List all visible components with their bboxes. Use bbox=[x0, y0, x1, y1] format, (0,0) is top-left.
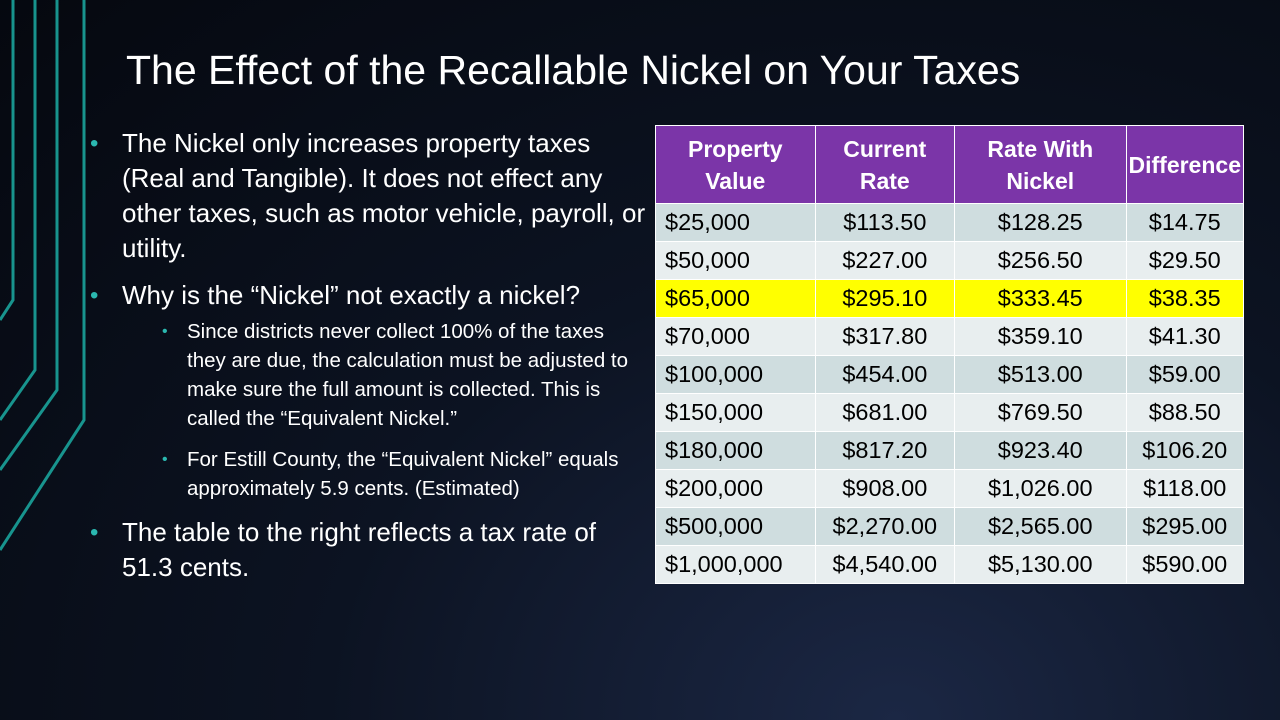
table-row: $70,000 $317.80 $359.10 $41.30 bbox=[655, 317, 1244, 356]
bullet-nickel-question-text: Why is the “Nickel” not exactly a nickel… bbox=[122, 280, 581, 310]
header-property-value: Property Value bbox=[655, 125, 816, 204]
cell-rate-with-nickel: $359.10 bbox=[954, 317, 1127, 356]
cell-rate-with-nickel: $5,130.00 bbox=[954, 545, 1127, 584]
cell-rate-with-nickel: $923.40 bbox=[954, 431, 1127, 470]
cell-difference: $590.00 bbox=[1125, 545, 1244, 584]
table-row-highlighted: $65,000 $295.10 $333.45 $38.35 bbox=[655, 279, 1244, 318]
decorative-lines bbox=[0, 0, 86, 551]
cell-current-rate: $817.20 bbox=[814, 431, 956, 470]
cell-property-value: $25,000 bbox=[655, 203, 816, 242]
bullet-nickel-question: Why is the “Nickel” not exactly a nickel… bbox=[88, 278, 648, 503]
cell-difference: $41.30 bbox=[1125, 317, 1244, 356]
table-row: $100,000 $454.00 $513.00 $59.00 bbox=[655, 355, 1244, 394]
cell-property-value: $180,000 bbox=[655, 431, 816, 470]
cell-property-value: $65,000 bbox=[655, 279, 816, 318]
cell-property-value: $1,000,000 bbox=[655, 545, 816, 584]
cell-current-rate: $295.10 bbox=[814, 279, 956, 318]
cell-rate-with-nickel: $2,565.00 bbox=[954, 507, 1127, 546]
cell-rate-with-nickel: $128.25 bbox=[954, 203, 1127, 242]
bullet-property-taxes: The Nickel only increases property taxes… bbox=[88, 126, 648, 266]
cell-property-value: $50,000 bbox=[655, 241, 816, 280]
bullet-list: The Nickel only increases property taxes… bbox=[88, 126, 648, 597]
table-header-row: Property Value Current Rate Rate With Ni… bbox=[655, 125, 1244, 204]
header-difference: Difference bbox=[1125, 125, 1244, 204]
cell-difference: $29.50 bbox=[1125, 241, 1244, 280]
header-current-rate: Current Rate bbox=[814, 125, 956, 204]
cell-current-rate: $317.80 bbox=[814, 317, 956, 356]
cell-current-rate: $908.00 bbox=[814, 469, 956, 508]
cell-rate-with-nickel: $256.50 bbox=[954, 241, 1127, 280]
table-row: $1,000,000 $4,540.00 $5,130.00 $590.00 bbox=[655, 545, 1244, 584]
cell-rate-with-nickel: $333.45 bbox=[954, 279, 1127, 318]
sub-bullet-estill-county: For Estill County, the “Equivalent Nicke… bbox=[122, 445, 648, 503]
cell-current-rate: $4,540.00 bbox=[814, 545, 956, 584]
cell-difference: $88.50 bbox=[1125, 393, 1244, 432]
cell-current-rate: $2,270.00 bbox=[814, 507, 956, 546]
table-row: $200,000 $908.00 $1,026.00 $118.00 bbox=[655, 469, 1244, 508]
table-row: $25,000 $113.50 $128.25 $14.75 bbox=[655, 203, 1244, 242]
cell-difference: $106.20 bbox=[1125, 431, 1244, 470]
cell-difference: $295.00 bbox=[1125, 507, 1244, 546]
sub-bullet-collection: Since districts never collect 100% of th… bbox=[122, 317, 648, 433]
header-rate-with-nickel: Rate With Nickel bbox=[954, 125, 1127, 204]
cell-difference: $59.00 bbox=[1125, 355, 1244, 394]
cell-current-rate: $454.00 bbox=[814, 355, 956, 394]
table-row: $500,000 $2,270.00 $2,565.00 $295.00 bbox=[655, 507, 1244, 546]
cell-property-value: $100,000 bbox=[655, 355, 816, 394]
cell-property-value: $500,000 bbox=[655, 507, 816, 546]
tax-table: Property Value Current Rate Rate With Ni… bbox=[655, 125, 1244, 584]
cell-property-value: $150,000 bbox=[655, 393, 816, 432]
table-row: $150,000 $681.00 $769.50 $88.50 bbox=[655, 393, 1244, 432]
cell-rate-with-nickel: $769.50 bbox=[954, 393, 1127, 432]
cell-difference: $118.00 bbox=[1125, 469, 1244, 508]
cell-rate-with-nickel: $1,026.00 bbox=[954, 469, 1127, 508]
slide-title: The Effect of the Recallable Nickel on Y… bbox=[126, 47, 1021, 93]
bullet-tax-rate: The table to the right reflects a tax ra… bbox=[88, 515, 648, 585]
cell-rate-with-nickel: $513.00 bbox=[954, 355, 1127, 394]
cell-property-value: $200,000 bbox=[655, 469, 816, 508]
cell-current-rate: $681.00 bbox=[814, 393, 956, 432]
cell-difference: $14.75 bbox=[1125, 203, 1244, 242]
cell-difference: $38.35 bbox=[1125, 279, 1244, 318]
table-row: $180,000 $817.20 $923.40 $106.20 bbox=[655, 431, 1244, 470]
table-row: $50,000 $227.00 $256.50 $29.50 bbox=[655, 241, 1244, 280]
cell-property-value: $70,000 bbox=[655, 317, 816, 356]
cell-current-rate: $113.50 bbox=[814, 203, 956, 242]
cell-current-rate: $227.00 bbox=[814, 241, 956, 280]
